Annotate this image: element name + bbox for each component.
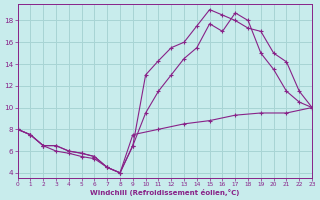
- X-axis label: Windchill (Refroidissement éolien,°C): Windchill (Refroidissement éolien,°C): [90, 189, 240, 196]
